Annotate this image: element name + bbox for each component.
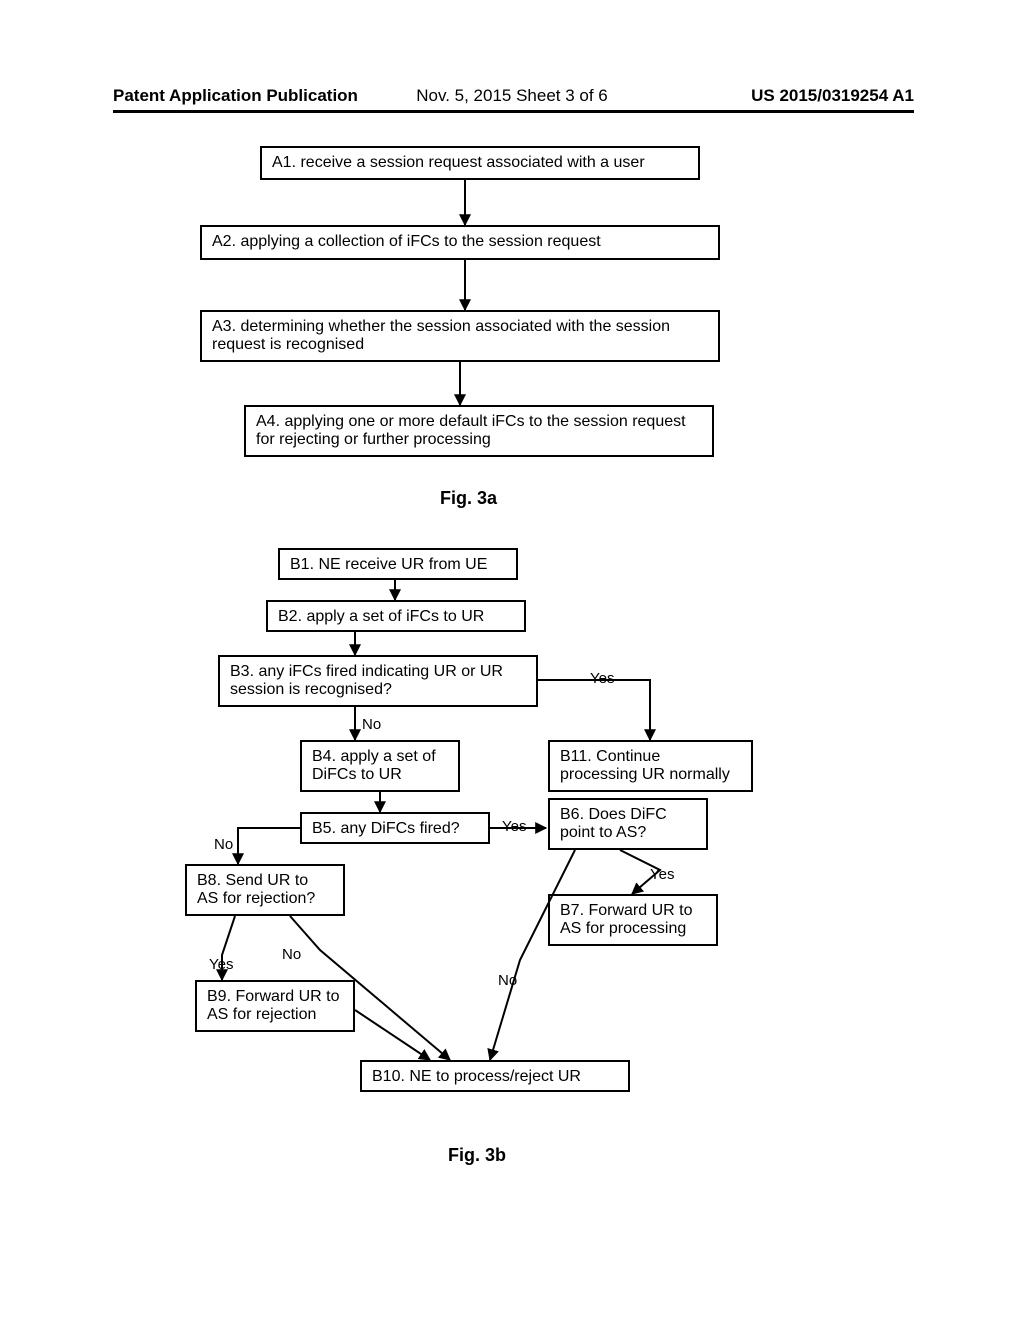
header-divider bbox=[113, 110, 914, 113]
box-b1: B1. NE receive UR from UE bbox=[278, 548, 518, 580]
label-b8-no: No bbox=[282, 946, 301, 963]
box-b3: B3. any iFCs fired indicating UR or UR s… bbox=[218, 655, 538, 707]
box-b3-text: B3. any iFCs fired indicating UR or UR s… bbox=[230, 663, 503, 698]
box-a3-text: A3. determining whether the session asso… bbox=[212, 318, 670, 353]
box-b5: B5. any DiFCs fired? bbox=[300, 812, 490, 844]
header-left: Patent Application Publication bbox=[113, 86, 358, 106]
label-b5-yes: Yes bbox=[502, 818, 526, 835]
box-b9: B9. Forward UR to AS for rejection bbox=[195, 980, 355, 1032]
box-b8: B8. Send UR to AS for rejection? bbox=[185, 864, 345, 916]
box-a1-text: A1. receive a session request associated… bbox=[272, 154, 645, 171]
box-b7-text: B7. Forward UR to AS for processing bbox=[560, 902, 692, 937]
box-b4: B4. apply a set of DiFCs to UR bbox=[300, 740, 460, 792]
box-b6: B6. Does DiFC point to AS? bbox=[548, 798, 708, 850]
box-b6-text: B6. Does DiFC point to AS? bbox=[560, 806, 667, 841]
label-b6-no: No bbox=[498, 972, 517, 989]
fig-3a-label: Fig. 3a bbox=[440, 488, 497, 509]
fig-3b-label: Fig. 3b bbox=[448, 1145, 506, 1166]
box-b1-text: B1. NE receive UR from UE bbox=[290, 556, 487, 573]
box-b9-text: B9. Forward UR to AS for rejection bbox=[207, 988, 339, 1023]
box-a2: A2. applying a collection of iFCs to the… bbox=[200, 225, 720, 260]
box-b4-text: B4. apply a set of DiFCs to UR bbox=[312, 748, 436, 783]
header-center: Nov. 5, 2015 Sheet 3 of 6 bbox=[360, 86, 664, 106]
box-a4: A4. applying one or more default iFCs to… bbox=[244, 405, 714, 457]
box-b10: B10. NE to process/reject UR bbox=[360, 1060, 630, 1092]
box-a2-text: A2. applying a collection of iFCs to the… bbox=[212, 233, 601, 250]
label-b8-yes: Yes bbox=[209, 956, 233, 973]
box-b5-text: B5. any DiFCs fired? bbox=[312, 820, 460, 837]
label-b3-yes: Yes bbox=[590, 670, 614, 687]
box-a1: A1. receive a session request associated… bbox=[260, 146, 700, 180]
label-b5-no: No bbox=[214, 836, 233, 853]
box-b11: B11. Continue processing UR normally bbox=[548, 740, 753, 792]
header-right: US 2015/0319254 A1 bbox=[751, 86, 914, 106]
page: Patent Application Publication US 2015/0… bbox=[0, 0, 1024, 1320]
label-b3-no: No bbox=[362, 716, 381, 733]
box-a3: A3. determining whether the session asso… bbox=[200, 310, 720, 362]
label-b6-yes: Yes bbox=[650, 866, 674, 883]
box-b10-text: B10. NE to process/reject UR bbox=[372, 1068, 581, 1085]
box-b11-text: B11. Continue processing UR normally bbox=[560, 748, 730, 783]
box-b2: B2. apply a set of iFCs to UR bbox=[266, 600, 526, 632]
box-a4-text: A4. applying one or more default iFCs to… bbox=[256, 413, 686, 448]
box-b7: B7. Forward UR to AS for processing bbox=[548, 894, 718, 946]
box-b8-text: B8. Send UR to AS for rejection? bbox=[197, 872, 315, 907]
box-b2-text: B2. apply a set of iFCs to UR bbox=[278, 608, 484, 625]
